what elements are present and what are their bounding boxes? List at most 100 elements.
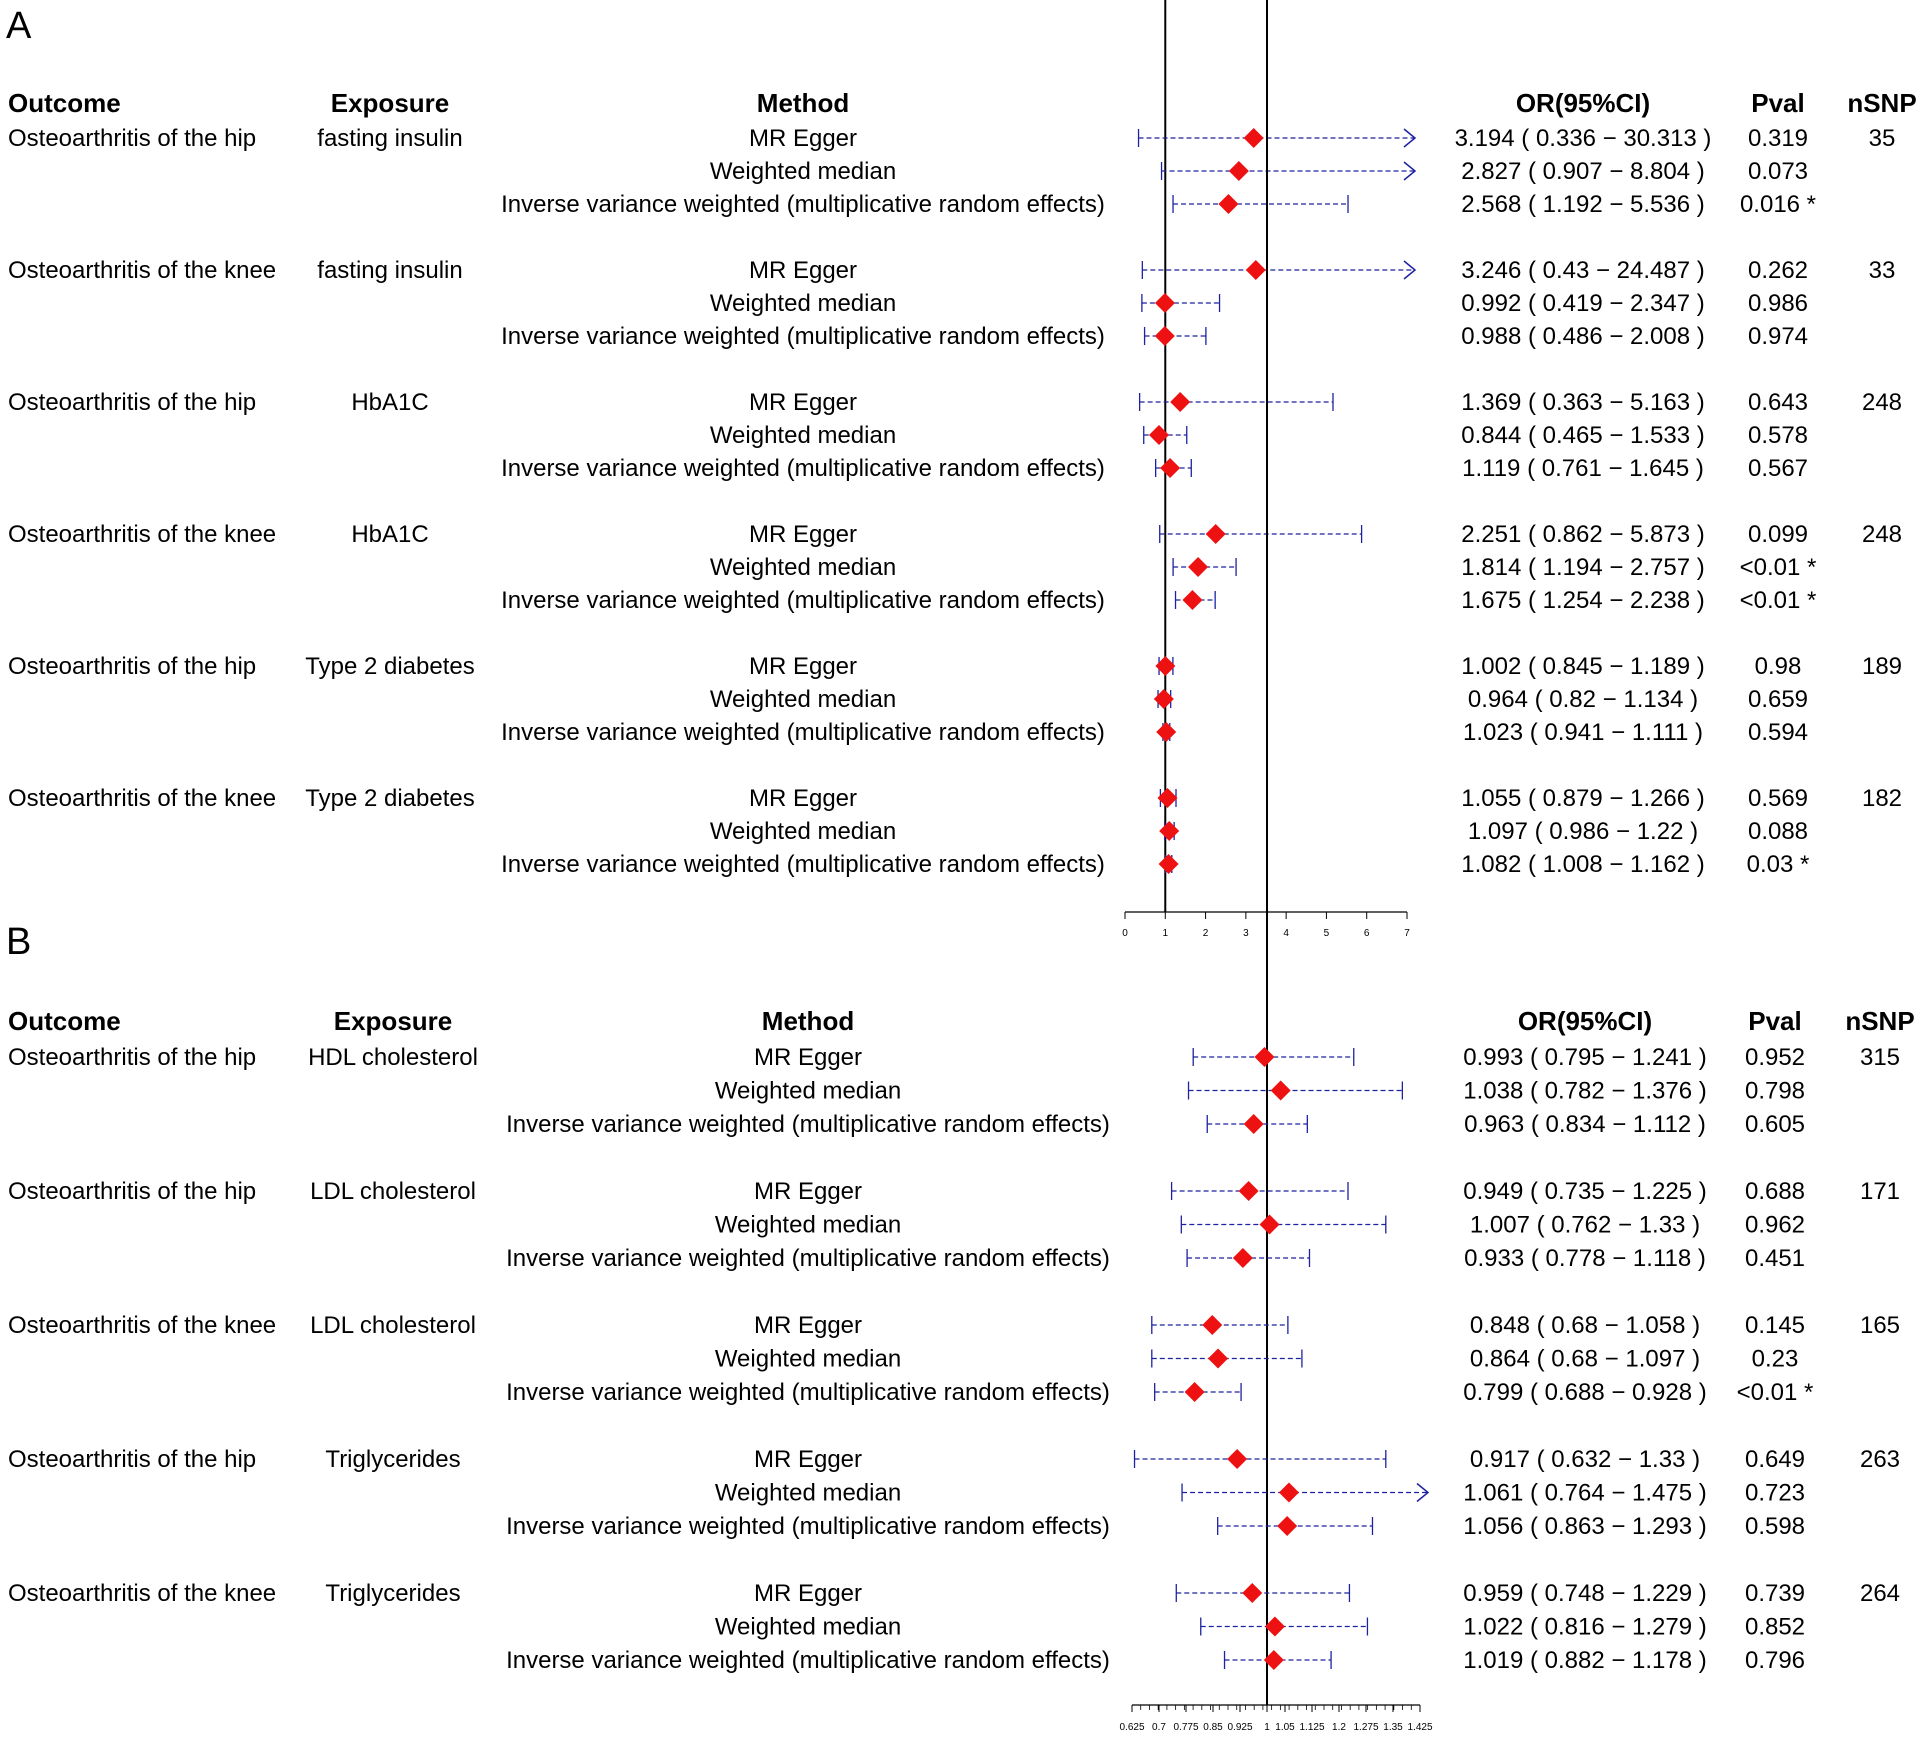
nsnp-value: 315 [1860,1044,1900,1071]
pval-value: 0.319 [1748,125,1808,152]
pval-value: 0.569 [1748,785,1808,812]
outcome-label: Osteoarthritis of the hip [8,1178,256,1205]
or-marker [1270,1080,1291,1101]
nsnp-value: 248 [1862,389,1902,416]
method-label: Inverse variance weighted (multiplicativ… [506,1513,1110,1540]
or-ci-value: 0.933 ( 0.778 − 1.118 ) [1464,1245,1706,1272]
x-tick-label: 1.125 [1299,1722,1324,1733]
x-tick-label: 7 [1404,928,1410,939]
or-ci-value: 1.097 ( 0.986 − 1.22 ) [1468,818,1698,845]
or-ci-value: 2.827 ( 0.907 − 8.804 ) [1461,158,1705,185]
or-marker [1188,557,1209,577]
outcome-label: Osteoarthritis of the hip [8,389,256,416]
method-label: MR Egger [754,1312,862,1339]
forest-group: Osteoarthritis of the hip LDL cholesterol… [8,1178,1900,1272]
outcome-label: Osteoarthritis of the knee [8,1312,276,1339]
forest-row: Weighted median 1.038 ( 0.782 − 1.376 ) 0.… [715,1078,1805,1105]
or-ci-value: 1.019 ( 0.882 − 1.178 ) [1463,1647,1707,1674]
method-label: MR Egger [754,1044,862,1071]
or-marker [1158,854,1179,874]
pval-value: 0.739 [1745,1580,1805,1607]
exposure-label: HbA1C [351,389,428,416]
header-or-ci: OR(95%CI) [1518,1006,1652,1036]
or-marker [1154,326,1175,346]
header-outcome: Outcome [8,1006,121,1036]
forest-row: Weighted median 1.097 ( 0.986 − 1.22 ) 0.0… [710,818,1808,845]
or-marker [1227,1449,1248,1469]
nsnp-value: 171 [1860,1178,1900,1205]
forest-row: MR Egger 1.055 ( 0.879 − 1.266 ) 0.569 [749,785,1808,812]
outcome-label: Osteoarthritis of the knee [8,785,276,812]
or-marker [1245,260,1266,280]
pval-value: 0.649 [1745,1446,1805,1473]
forest-row: Weighted median 1.061 ( 0.764 − 1.475 ) 0.… [715,1480,1805,1507]
panel-b: B Outcome Exposure Method OR(95%CI) Pval nSNP O… [6,0,1915,1733]
x-tick-label: 0 [1122,928,1128,939]
method-label: MR Egger [749,785,857,812]
outcome-label: Osteoarthritis of the knee [8,521,276,548]
method-label: Weighted median [710,290,896,317]
exposure-label: Triglycerides [325,1580,460,1607]
or-ci-value: 0.963 ( 0.834 − 1.112 ) [1464,1111,1706,1138]
nsnp-value: 264 [1860,1580,1900,1607]
method-label: Inverse variance weighted (multiplicativ… [501,587,1105,614]
pval-value: 0.643 [1748,389,1808,416]
method-label: Inverse variance weighted (multiplicativ… [501,455,1105,482]
or-marker [1208,1348,1229,1369]
method-label: Weighted median [710,818,896,845]
forest-row: MR Egger 0.959 ( 0.748 − 1.229 ) 0.739 [754,1580,1805,1607]
forest-group: Osteoarthritis of the hip HbA1C 248 MR Egge… [8,389,1902,482]
or-ci-value: 0.964 ( 0.82 − 1.134 ) [1468,686,1698,713]
exposure-label: Triglycerides [325,1446,460,1473]
method-label: Weighted median [715,1078,901,1105]
or-ci-value: 0.959 ( 0.748 − 1.229 ) [1463,1580,1707,1607]
method-label: Weighted median [715,1212,901,1239]
or-marker [1157,788,1178,808]
or-ci-value: 0.988 ( 0.486 − 2.008 ) [1461,323,1705,350]
or-ci-value: 1.061 ( 0.764 − 1.475 ) [1463,1480,1707,1507]
method-label: Inverse variance weighted (multiplicativ… [506,1379,1110,1406]
forest-row: Inverse variance weighted (multiplicativ… [501,851,1809,878]
or-marker [1170,392,1191,412]
pval-value: 0.659 [1748,686,1808,713]
or-ci-value: 0.992 ( 0.419 − 2.347 ) [1461,290,1705,317]
or-marker [1264,1616,1285,1637]
method-label: MR Egger [749,257,857,284]
panel-a: A Outcome Exposure Method OR(95%CI) Pval nSNP O… [6,0,1917,939]
header-exposure: Exposure [331,88,450,118]
or-marker [1184,1382,1205,1402]
pval-value: 0.594 [1748,719,1808,746]
or-marker [1156,722,1177,742]
forest-group: Osteoarthritis of the hip fasting insulin… [8,125,1895,218]
or-marker [1232,1248,1253,1268]
method-label: Weighted median [715,1480,901,1507]
method-label: Inverse variance weighted (multiplicativ… [506,1111,1110,1138]
pval-value: 0.598 [1745,1513,1805,1540]
or-marker [1202,1315,1223,1335]
pval-value: 0.952 [1745,1044,1805,1071]
forest-row: Weighted median 0.864 ( 0.68 − 1.097 ) 0.2… [715,1346,1799,1373]
pval-value: 0.567 [1748,455,1808,482]
pval-value: 0.145 [1745,1312,1805,1339]
or-marker [1238,1181,1259,1201]
or-ci-value: 1.055 ( 0.879 − 1.266 ) [1461,785,1705,812]
forest-group: Osteoarthritis of the knee Triglycerides 2… [8,1580,1900,1674]
pval-value: 0.796 [1745,1647,1805,1674]
or-marker [1243,1114,1264,1134]
outcome-label: Osteoarthritis of the hip [8,1446,256,1473]
or-ci-value: 1.675 ( 1.254 − 2.238 ) [1461,587,1705,614]
or-ci-value: 1.119 ( 0.761 − 1.645 ) [1462,455,1704,482]
or-ci-value: 3.194 ( 0.336 − 30.313 ) [1455,125,1712,152]
forest-row: MR Egger 0.993 ( 0.795 − 1.241 ) 0.952 [754,1044,1805,1071]
pval-value: 0.852 [1745,1614,1805,1641]
pval-value: 0.578 [1748,422,1808,449]
method-label: Inverse variance weighted (multiplicativ… [506,1647,1110,1674]
or-marker [1218,194,1239,214]
forest-row: MR Egger 0.848 ( 0.68 − 1.058 ) 0.145 [754,1312,1805,1339]
or-ci-value: 0.949 ( 0.735 − 1.225 ) [1463,1178,1707,1205]
or-ci-value: 1.002 ( 0.845 − 1.189 ) [1461,653,1705,680]
pval-value: 0.073 [1748,158,1808,185]
exposure-label: Type 2 diabetes [305,785,474,812]
exposure-label: LDL cholesterol [310,1312,476,1339]
pval-value: 0.98 [1755,653,1802,680]
